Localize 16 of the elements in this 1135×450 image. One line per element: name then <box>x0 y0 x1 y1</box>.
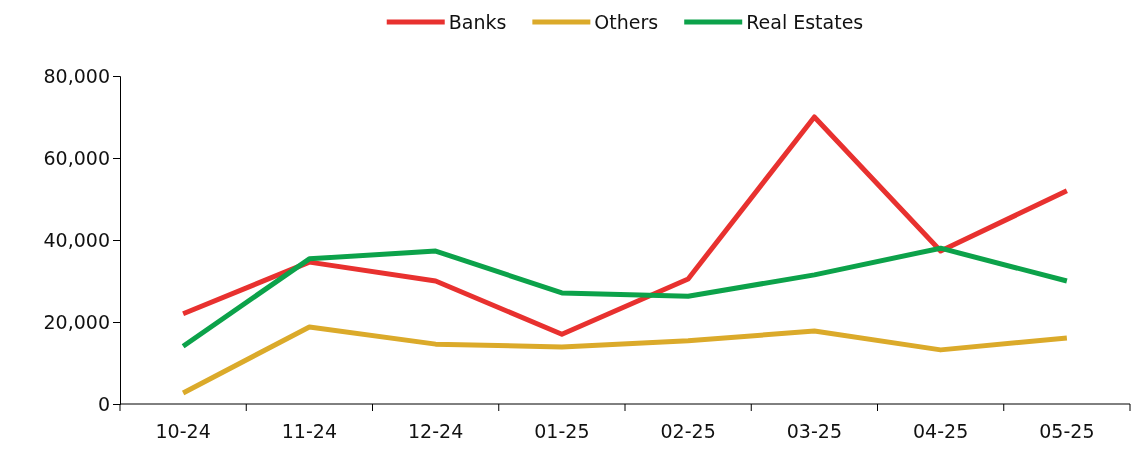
x-tick-label: 12-24 <box>408 420 464 442</box>
y-tick-label: 20,000 <box>43 310 110 333</box>
x-tick-label: 05-25 <box>1039 420 1095 442</box>
y-tick-label: 80,000 <box>43 64 110 87</box>
x-tick-label: 02-25 <box>660 420 716 442</box>
x-tick-label: 04-25 <box>913 420 969 442</box>
x-tick-label: 10-24 <box>155 420 211 442</box>
x-tick-label: 01-25 <box>534 420 590 442</box>
x-tick-label: 11-24 <box>281 420 337 442</box>
y-tick-label: 0 <box>97 392 110 415</box>
y-tick-label: 40,000 <box>43 228 110 251</box>
legend-label: Others <box>594 11 659 33</box>
x-tick-label: 03-25 <box>786 420 842 442</box>
legend-label: Real Estates <box>746 11 864 33</box>
legend-label: Banks <box>448 11 507 33</box>
y-tick-label: 60,000 <box>43 146 110 169</box>
